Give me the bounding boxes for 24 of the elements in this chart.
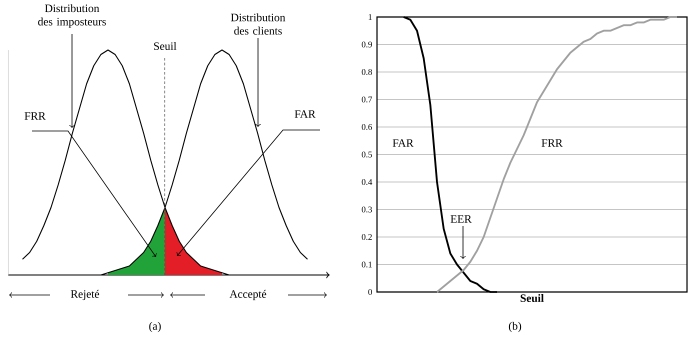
text: Accepté <box>230 290 266 300</box>
text: (a) <box>149 322 161 332</box>
y-tick-label: 0.2 <box>362 234 372 240</box>
text: Seuil <box>154 42 176 50</box>
text: Rejeté <box>70 290 100 300</box>
text: (b) <box>508 322 522 332</box>
y-tick-label: 0.4 <box>362 179 372 185</box>
text: Distribution des imposteurs <box>38 4 106 28</box>
y-tick-label: 0.3 <box>362 206 372 212</box>
series-label: FAR <box>392 139 414 147</box>
annotation: FAR <box>294 110 316 118</box>
y-tick-label: 0 <box>368 289 372 295</box>
y-tick-label: 0.1 <box>362 262 372 268</box>
y-tick-label: 0.6 <box>362 124 372 130</box>
y-tick-label: 0.5 <box>362 152 372 158</box>
y-tick-label: 0.8 <box>362 69 372 75</box>
series-label: FRR <box>542 139 563 147</box>
annotation: EER <box>450 215 472 223</box>
text: Distribution des clients <box>230 13 286 35</box>
y-tick-label: 0.9 <box>362 42 372 48</box>
y-tick-label: 0.7 <box>362 96 372 102</box>
annotation: FRR <box>24 112 46 120</box>
y-tick-label: 1 <box>368 14 372 20</box>
x-axis-title: Seuil <box>520 294 544 302</box>
